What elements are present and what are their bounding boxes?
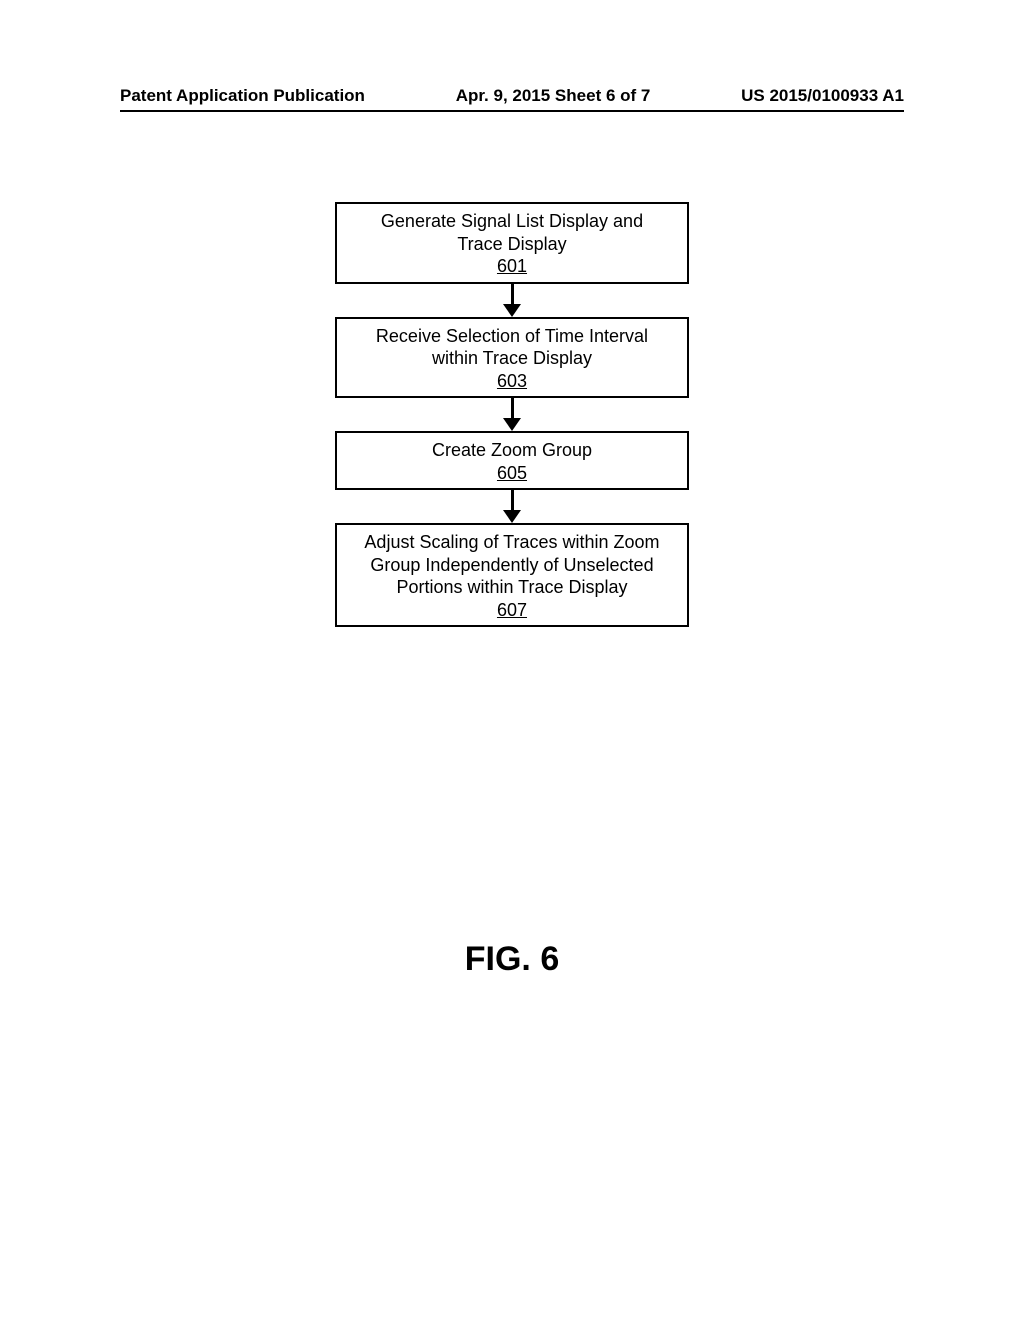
flow-node-603: Receive Selection of Time Interval withi… bbox=[335, 317, 689, 399]
header-rule bbox=[120, 110, 904, 112]
flow-node-605: Create Zoom Group 605 bbox=[335, 431, 689, 490]
flow-node-ref: 603 bbox=[345, 370, 679, 393]
flow-node-text: Trace Display bbox=[345, 233, 679, 256]
patent-page: Patent Application Publication Apr. 9, 2… bbox=[0, 0, 1024, 1320]
flow-node-601: Generate Signal List Display and Trace D… bbox=[335, 202, 689, 284]
flow-arrow bbox=[503, 398, 521, 431]
arrow-shaft bbox=[511, 284, 514, 304]
header-center: Apr. 9, 2015 Sheet 6 of 7 bbox=[456, 86, 651, 106]
arrow-shaft bbox=[511, 490, 514, 510]
arrow-head-icon bbox=[503, 418, 521, 431]
header-left: Patent Application Publication bbox=[120, 86, 365, 106]
flow-node-ref: 601 bbox=[345, 255, 679, 278]
arrow-head-icon bbox=[503, 510, 521, 523]
flow-node-text: Generate Signal List Display and bbox=[345, 210, 679, 233]
flow-node-text: Receive Selection of Time Interval bbox=[345, 325, 679, 348]
page-header: Patent Application Publication Apr. 9, 2… bbox=[0, 86, 1024, 106]
flow-node-text: Portions within Trace Display bbox=[345, 576, 679, 599]
flow-arrow bbox=[503, 284, 521, 317]
figure-label: FIG. 6 bbox=[0, 940, 1024, 979]
header-right: US 2015/0100933 A1 bbox=[741, 86, 904, 106]
flow-node-607: Adjust Scaling of Traces within Zoom Gro… bbox=[335, 523, 689, 627]
arrow-head-icon bbox=[503, 304, 521, 317]
arrow-shaft bbox=[511, 398, 514, 418]
flow-arrow bbox=[503, 490, 521, 523]
flow-node-text: Adjust Scaling of Traces within Zoom bbox=[345, 531, 679, 554]
flow-node-ref: 607 bbox=[345, 599, 679, 622]
flow-node-text: Group Independently of Unselected bbox=[345, 554, 679, 577]
flow-node-text: Create Zoom Group bbox=[345, 439, 679, 462]
header-row: Patent Application Publication Apr. 9, 2… bbox=[120, 86, 904, 106]
flow-node-ref: 605 bbox=[345, 462, 679, 485]
flow-node-text: within Trace Display bbox=[345, 347, 679, 370]
flowchart: Generate Signal List Display and Trace D… bbox=[0, 202, 1024, 627]
